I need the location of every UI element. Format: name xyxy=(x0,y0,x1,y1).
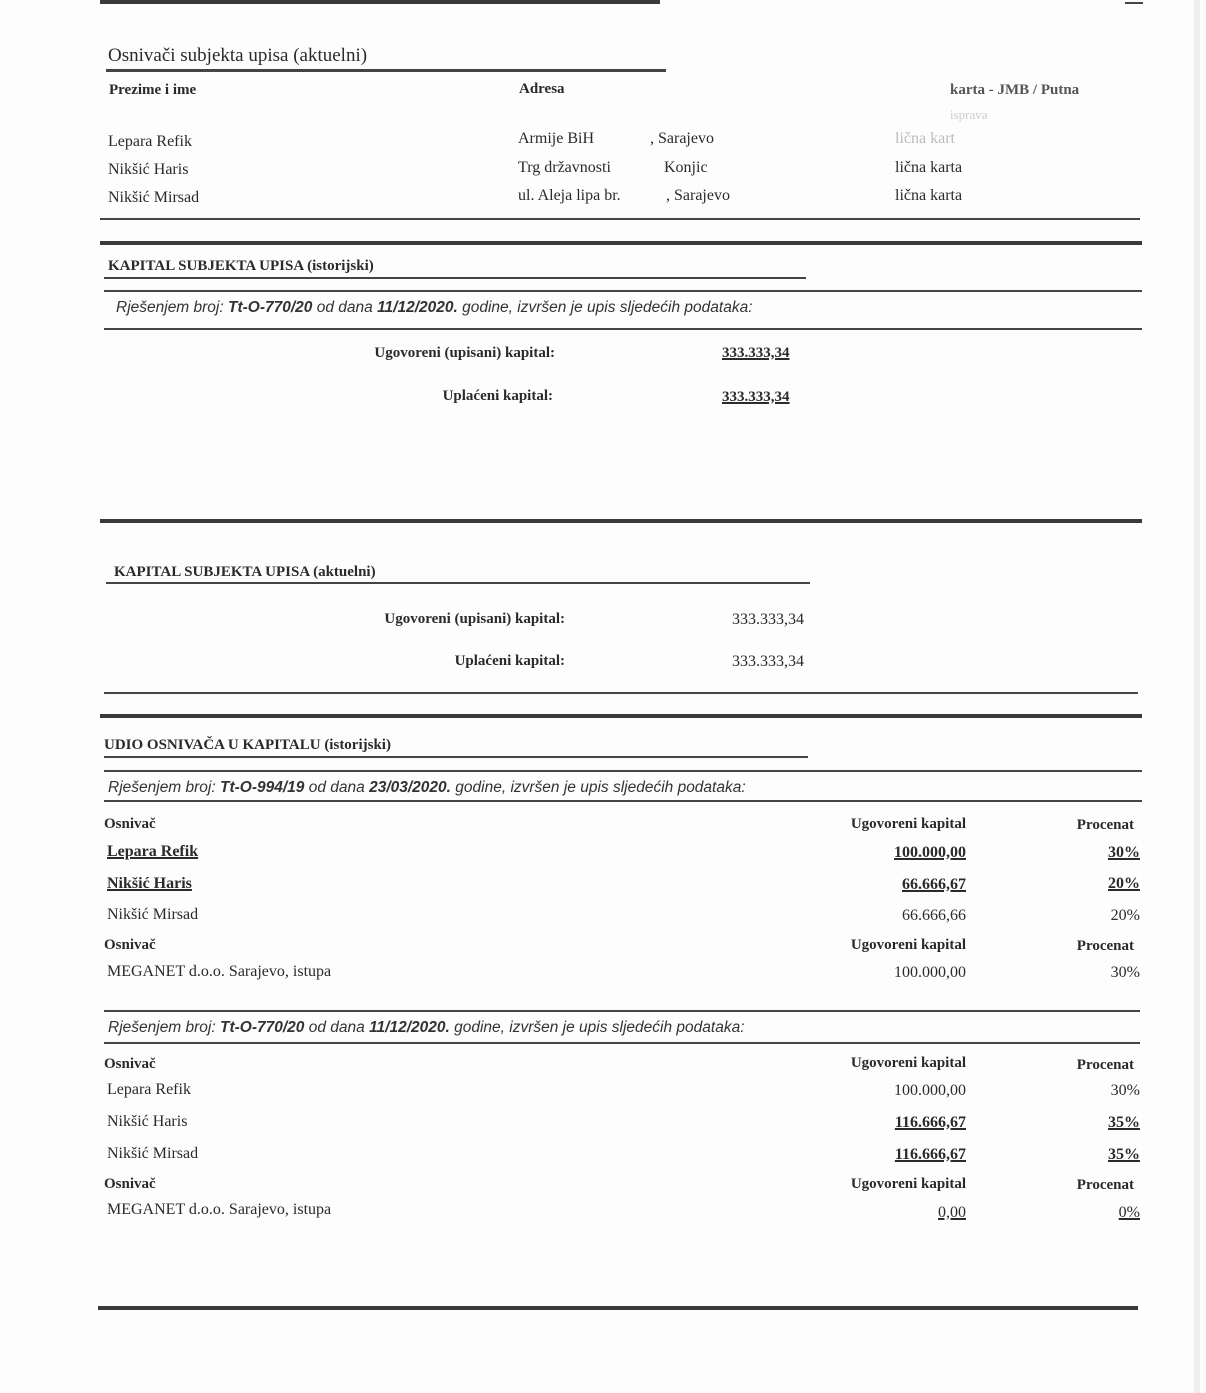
percent-value: 20% xyxy=(1110,907,1140,924)
capital-value: 66.666,66 xyxy=(902,907,966,924)
founder-street: ul. Aleja lipa br. xyxy=(518,187,621,204)
capital-value: 116.666,67 xyxy=(894,1114,966,1131)
header-founder: Osnivač xyxy=(104,1176,156,1192)
founder-name: Nikšić Mirsad xyxy=(108,189,200,206)
header-percent: Procenat xyxy=(1076,1177,1134,1193)
founder-street: Armije BiH xyxy=(518,130,594,147)
divider xyxy=(104,277,806,279)
founder-name: Nikšić Haris xyxy=(108,161,189,178)
subscribed-capital-value: 333.333,34 xyxy=(722,345,790,361)
header-founder: Osnivač xyxy=(104,816,156,832)
subscribed-capital-value: 333.333,34 xyxy=(732,611,804,628)
founder-name: Lepara Refik xyxy=(107,1081,191,1098)
page-edge-shadow xyxy=(1194,0,1200,1393)
founder-name: Lepara Refik xyxy=(108,133,192,150)
header-capital: Ugovoreni kapital xyxy=(850,1176,966,1192)
section-title: UDIO OSNIVAČA U KAPITALU (istorijski) xyxy=(104,737,391,753)
capital-value: 116.666,67 xyxy=(894,1146,966,1163)
divider xyxy=(100,519,1142,523)
founder-name: Nikšić Mirsad xyxy=(107,906,199,923)
founder-city: , Sarajevo xyxy=(650,130,714,147)
header-founder: Osnivač xyxy=(104,937,156,953)
founder-name: Nikšić Haris xyxy=(107,875,192,892)
section-title: KAPITAL SUBJEKTA UPISA (istorijski) xyxy=(108,258,374,274)
founder-id: lična kart xyxy=(895,130,955,147)
founder-city: , Sarajevo xyxy=(666,187,730,204)
founder-name: Nikšić Haris xyxy=(107,1113,188,1130)
divider xyxy=(104,692,1138,694)
decision-line: Rješenjem broj: Tt-O-770/20 od dana 11/1… xyxy=(108,1019,745,1036)
paid-capital-value: 333.333,34 xyxy=(722,389,790,405)
section-title: KAPITAL SUBJEKTA UPISA (aktuelni) xyxy=(114,564,376,580)
label: Ugovoreni (upisani) kapital: xyxy=(374,345,555,361)
founder-id: lična karta xyxy=(895,159,963,176)
label: Uplaćeni kapital: xyxy=(454,653,565,669)
divider xyxy=(104,1042,1140,1044)
founder-name: MEGANET d.o.o. Sarajevo, istupa xyxy=(107,1201,332,1218)
founder-name: Lepara Refik xyxy=(107,843,199,860)
divider xyxy=(100,241,1142,245)
header-founder: Osnivač xyxy=(104,1056,156,1072)
divider xyxy=(98,1306,1138,1310)
divider xyxy=(104,800,1142,802)
capital-value: 66.666,67 xyxy=(902,876,966,893)
capital-value: 100.000,00 xyxy=(894,844,966,861)
founder-id: lična karta xyxy=(895,187,963,204)
percent-value: 35% xyxy=(1108,1114,1140,1131)
percent-value: 30% xyxy=(1110,964,1140,981)
label: Uplaćeni kapital: xyxy=(442,388,553,404)
founder-name: MEGANET d.o.o. Sarajevo, istupa xyxy=(107,963,332,980)
paid-capital-value: 333.333,34 xyxy=(732,653,804,670)
section-title: Osnivači subjekta upisa (aktuelni) xyxy=(108,45,368,66)
founder-street: Trg državnosti xyxy=(518,159,611,176)
divider xyxy=(100,714,1142,718)
percent-value: 30% xyxy=(1108,844,1140,861)
divider xyxy=(100,218,1140,220)
header-name: Prezime i ime xyxy=(109,82,197,98)
decision-line: Rješenjem broj: Tt-O-994/19 od dana 23/0… xyxy=(108,779,746,796)
percent-value: 0% xyxy=(1118,1204,1140,1221)
decision-line: Rješenjem broj: Tt-O-770/20 od dana 11/1… xyxy=(116,299,753,316)
divider xyxy=(106,582,810,584)
divider xyxy=(104,770,1142,772)
capital-value: 100.000,00 xyxy=(894,964,966,981)
header-percent: Procenat xyxy=(1076,938,1134,954)
capital-value: 100.000,00 xyxy=(894,1082,966,1099)
header-capital: Ugovoreni kapital xyxy=(850,937,966,953)
percent-value: 35% xyxy=(1108,1146,1140,1163)
percent-value: 20% xyxy=(1108,875,1140,892)
divider xyxy=(100,0,660,4)
header-address: Adresa xyxy=(519,81,565,97)
percent-value: 30% xyxy=(1110,1082,1140,1099)
divider xyxy=(104,290,1142,292)
header-capital: Ugovoreni kapital xyxy=(850,1055,966,1071)
capital-value: 0,00 xyxy=(938,1204,966,1221)
header-id: karta - JMB / Putna xyxy=(950,82,1080,98)
founder-city: Konjic xyxy=(664,159,708,176)
divider xyxy=(104,1010,1140,1012)
header-percent: Procenat xyxy=(1076,817,1134,833)
label: Ugovoreni (upisani) kapital: xyxy=(384,611,565,627)
divider xyxy=(1125,2,1143,4)
founder-name: Nikšić Mirsad xyxy=(107,1145,199,1162)
divider xyxy=(106,69,666,72)
header-capital: Ugovoreni kapital xyxy=(850,816,966,832)
header-percent: Procenat xyxy=(1076,1057,1134,1073)
divider xyxy=(104,756,808,758)
header-id-line2: isprava xyxy=(950,107,988,122)
divider xyxy=(104,328,1142,330)
